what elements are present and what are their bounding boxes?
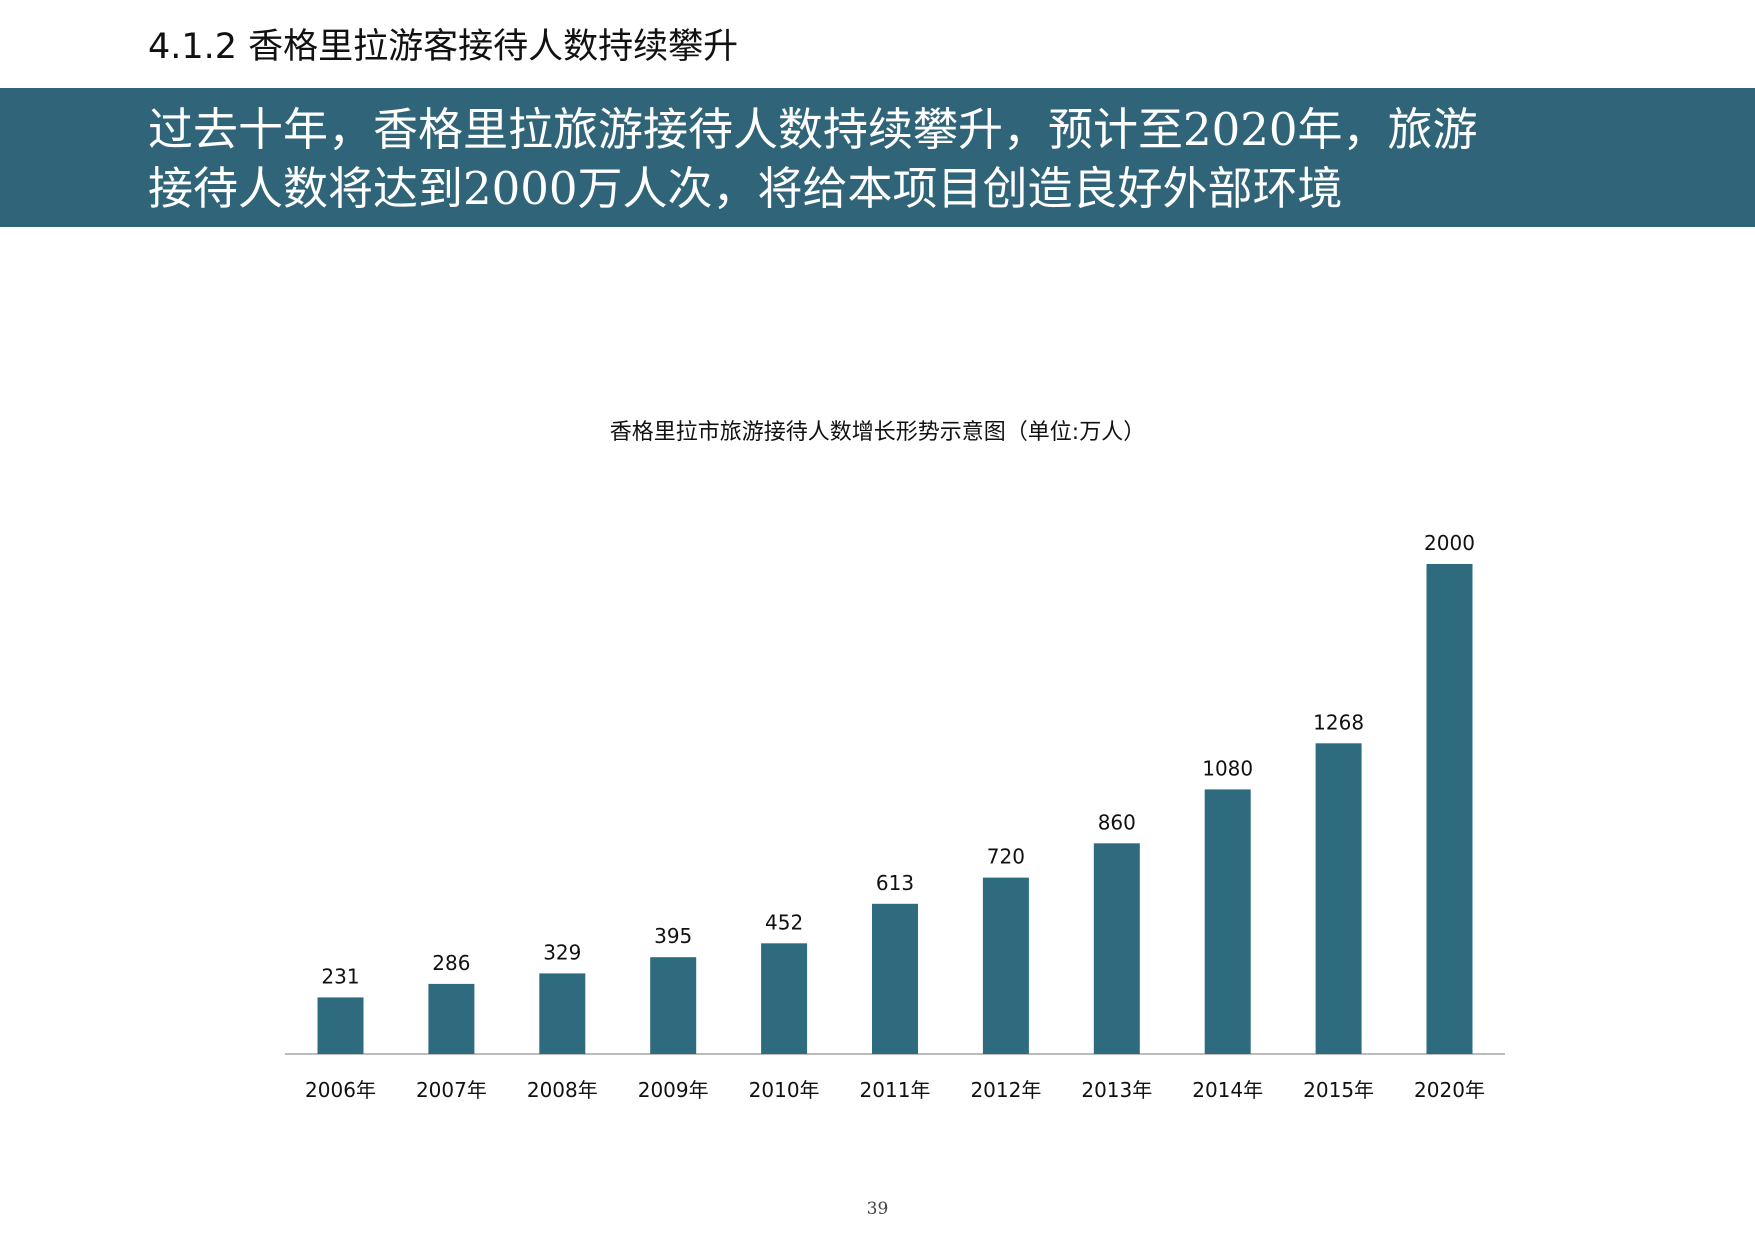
data-label-6: 720 (987, 845, 1025, 869)
bar-4 (761, 943, 808, 1054)
x-tick-label-9: 2015年 (1303, 1078, 1374, 1102)
bar-2 (539, 973, 586, 1054)
bar-6 (982, 877, 1029, 1054)
bar-5 (872, 903, 918, 1054)
x-tick-label-3: 2009年 (638, 1078, 709, 1102)
bar-10 (1426, 564, 1473, 1054)
x-tick-label-1: 2007年 (416, 1078, 487, 1102)
x-tick-label-4: 2010年 (749, 1078, 820, 1102)
headline-line-1: 过去十年，香格里拉旅游接待人数持续攀升，预计至2020年，旅游 (148, 103, 1478, 156)
x-tick-label-5: 2011年 (860, 1078, 931, 1102)
data-label-8: 1080 (1202, 756, 1253, 780)
data-label-9: 1268 (1313, 710, 1364, 734)
x-tick-label-7: 2013年 (1081, 1078, 1152, 1102)
data-label-0: 231 (321, 964, 359, 988)
x-tick-label-10: 2020年 (1414, 1078, 1485, 1102)
bar-9 (1315, 743, 1362, 1054)
data-label-1: 286 (432, 951, 470, 975)
data-label-7: 860 (1098, 810, 1136, 834)
data-label-5: 613 (876, 871, 914, 895)
bar-7 (1093, 843, 1140, 1054)
data-label-10: 2000 (1424, 531, 1475, 555)
bar-8 (1204, 789, 1251, 1054)
x-tick-label-0: 2006年 (305, 1078, 376, 1102)
data-label-4: 452 (765, 910, 803, 934)
headline-text: 过去十年，香格里拉旅游接待人数持续攀升，预计至2020年，旅游 接待人数将达到2… (148, 100, 1708, 218)
chart-title: 香格里拉市旅游接待人数增长形势示意图（单位:万人） (609, 420, 1146, 445)
bar-0 (317, 997, 364, 1054)
page-number: 39 (866, 1199, 889, 1219)
section-heading: 4.1.2 香格里拉游客接待人数持续攀升 (148, 27, 739, 67)
bar-1 (428, 983, 475, 1054)
x-tick-label-8: 2014年 (1192, 1078, 1263, 1102)
data-label-2: 329 (543, 940, 581, 964)
headline-line-2: 接待人数将达到2000万人次，将给本项目创造良好外部环境 (148, 162, 1343, 215)
x-tick-label-2: 2008年 (527, 1078, 598, 1102)
data-label-3: 395 (654, 924, 692, 948)
x-tick-label-6: 2012年 (970, 1078, 1041, 1102)
bar-3 (650, 957, 697, 1054)
headline-banner (0, 88, 1755, 227)
